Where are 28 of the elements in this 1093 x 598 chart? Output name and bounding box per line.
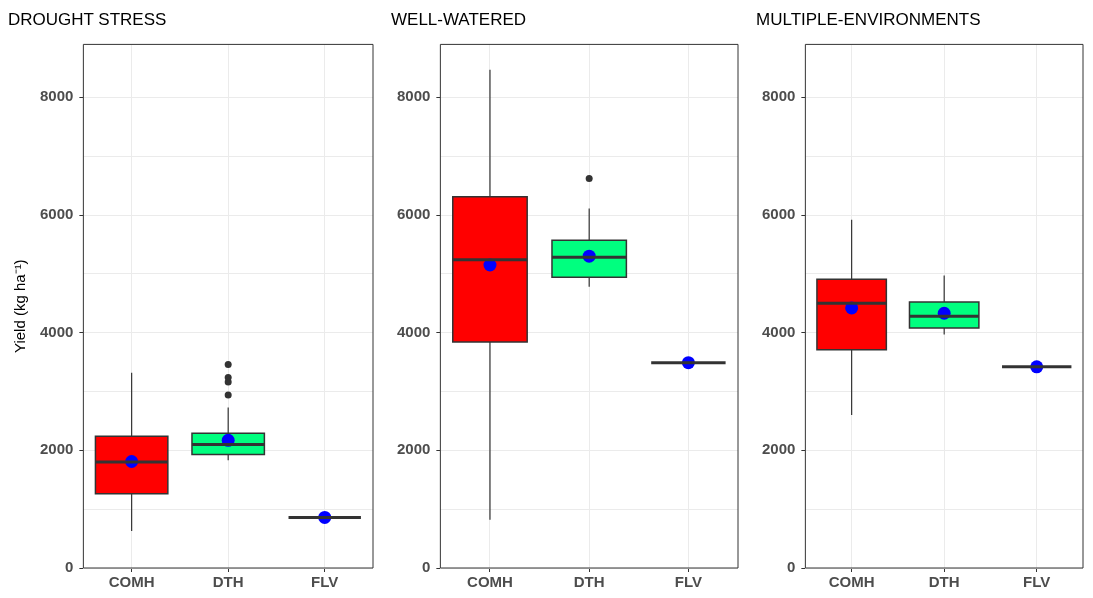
x-tick-label: FLV bbox=[674, 573, 702, 591]
y-tick-label: 4000 bbox=[396, 322, 431, 340]
y-tick-label: 8000 bbox=[39, 87, 74, 105]
y-tick-label: 0 bbox=[787, 558, 796, 576]
y-tick-label: 8000 bbox=[396, 87, 431, 105]
y-tick-label: 2000 bbox=[761, 440, 796, 458]
x-tick-label: FLV bbox=[1023, 573, 1051, 591]
x-tick-label: DTH bbox=[573, 573, 605, 591]
x-tick-label: DTH bbox=[212, 573, 244, 591]
y-tick-label: 2000 bbox=[396, 440, 431, 458]
x-tick-label: DTH bbox=[928, 573, 960, 591]
x-tick-label: COMH bbox=[108, 573, 155, 591]
x-tick-label: FLV bbox=[311, 573, 339, 591]
y-tick-label: 0 bbox=[422, 558, 431, 576]
y-tick-label: 4000 bbox=[761, 322, 796, 340]
chart-title: DROUGHT STRESS bbox=[8, 9, 167, 29]
x-tick-label: COMH bbox=[467, 573, 513, 591]
y-tick-label: 4000 bbox=[39, 322, 74, 340]
chart-title: WELL-WATERED bbox=[391, 9, 527, 29]
y-tick-label: 0 bbox=[65, 558, 74, 576]
chart-title: MULTIPLE-ENVIRONMENTS bbox=[756, 9, 981, 29]
y-tick-label: 6000 bbox=[39, 205, 74, 223]
y-tick-label: 2000 bbox=[39, 440, 74, 458]
y-tick-label: 6000 bbox=[761, 205, 796, 223]
y-tick-label: 8000 bbox=[761, 87, 796, 105]
x-tick-label: COMH bbox=[828, 573, 875, 591]
y-axis-title: Yield (kg ha⁻¹) bbox=[11, 259, 29, 354]
y-tick-label: 6000 bbox=[396, 205, 431, 223]
